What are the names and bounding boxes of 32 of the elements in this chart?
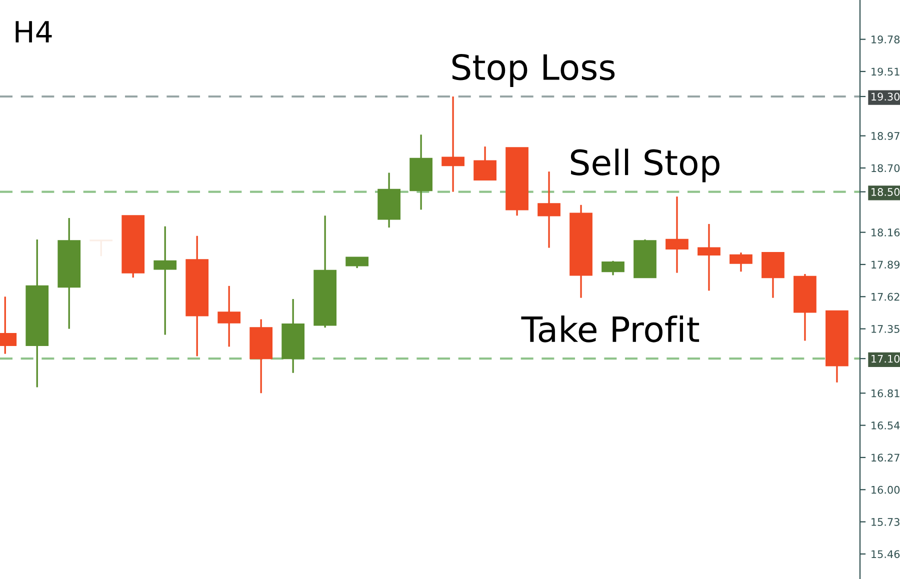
y-tick-label: 17.62 [872, 292, 900, 301]
candlestick [218, 285, 241, 348]
y-tick-label: 18.16 [872, 228, 900, 236]
y-tick-label: 18.70 [872, 164, 900, 172]
candlestick [538, 170, 560, 249]
candlestick [602, 260, 624, 276]
y-tick-label: 19.78 [872, 36, 900, 44]
y-tick-label: 16.54 [872, 422, 900, 430]
y-tick-label: 18.50 [872, 188, 900, 196]
y-tick-label: 19.30 [872, 92, 900, 101]
y-tick-label: 16.00 [872, 486, 900, 494]
candlestick [698, 223, 720, 292]
y-tick-label: 15.46 [872, 550, 900, 558]
candlestick [666, 196, 688, 274]
y-tick-label: 18.97 [872, 132, 900, 140]
y-tick-label: 16.81 [872, 389, 900, 398]
ref-line-label: Sell Stop [570, 148, 720, 182]
y-tick-label: 17.89 [872, 260, 900, 269]
y-tick-label: 17.10 [872, 354, 900, 363]
y-tick-label: 19.51 [872, 68, 900, 76]
candlestick [90, 240, 113, 257]
y-tick-label: 15.73 [872, 518, 900, 526]
candlestick [346, 256, 368, 269]
ref-line-label: Stop Loss [452, 54, 615, 87]
candlestick [154, 226, 177, 336]
y-tick-label: 17.35 [872, 325, 900, 333]
candlestick [474, 146, 496, 181]
candlestick [730, 252, 752, 272]
candlestick [442, 96, 464, 193]
y-tick-label: 16.27 [872, 454, 900, 462]
text: H4 [16, 21, 52, 42]
ref-line-label: Take Profit [521, 315, 700, 342]
